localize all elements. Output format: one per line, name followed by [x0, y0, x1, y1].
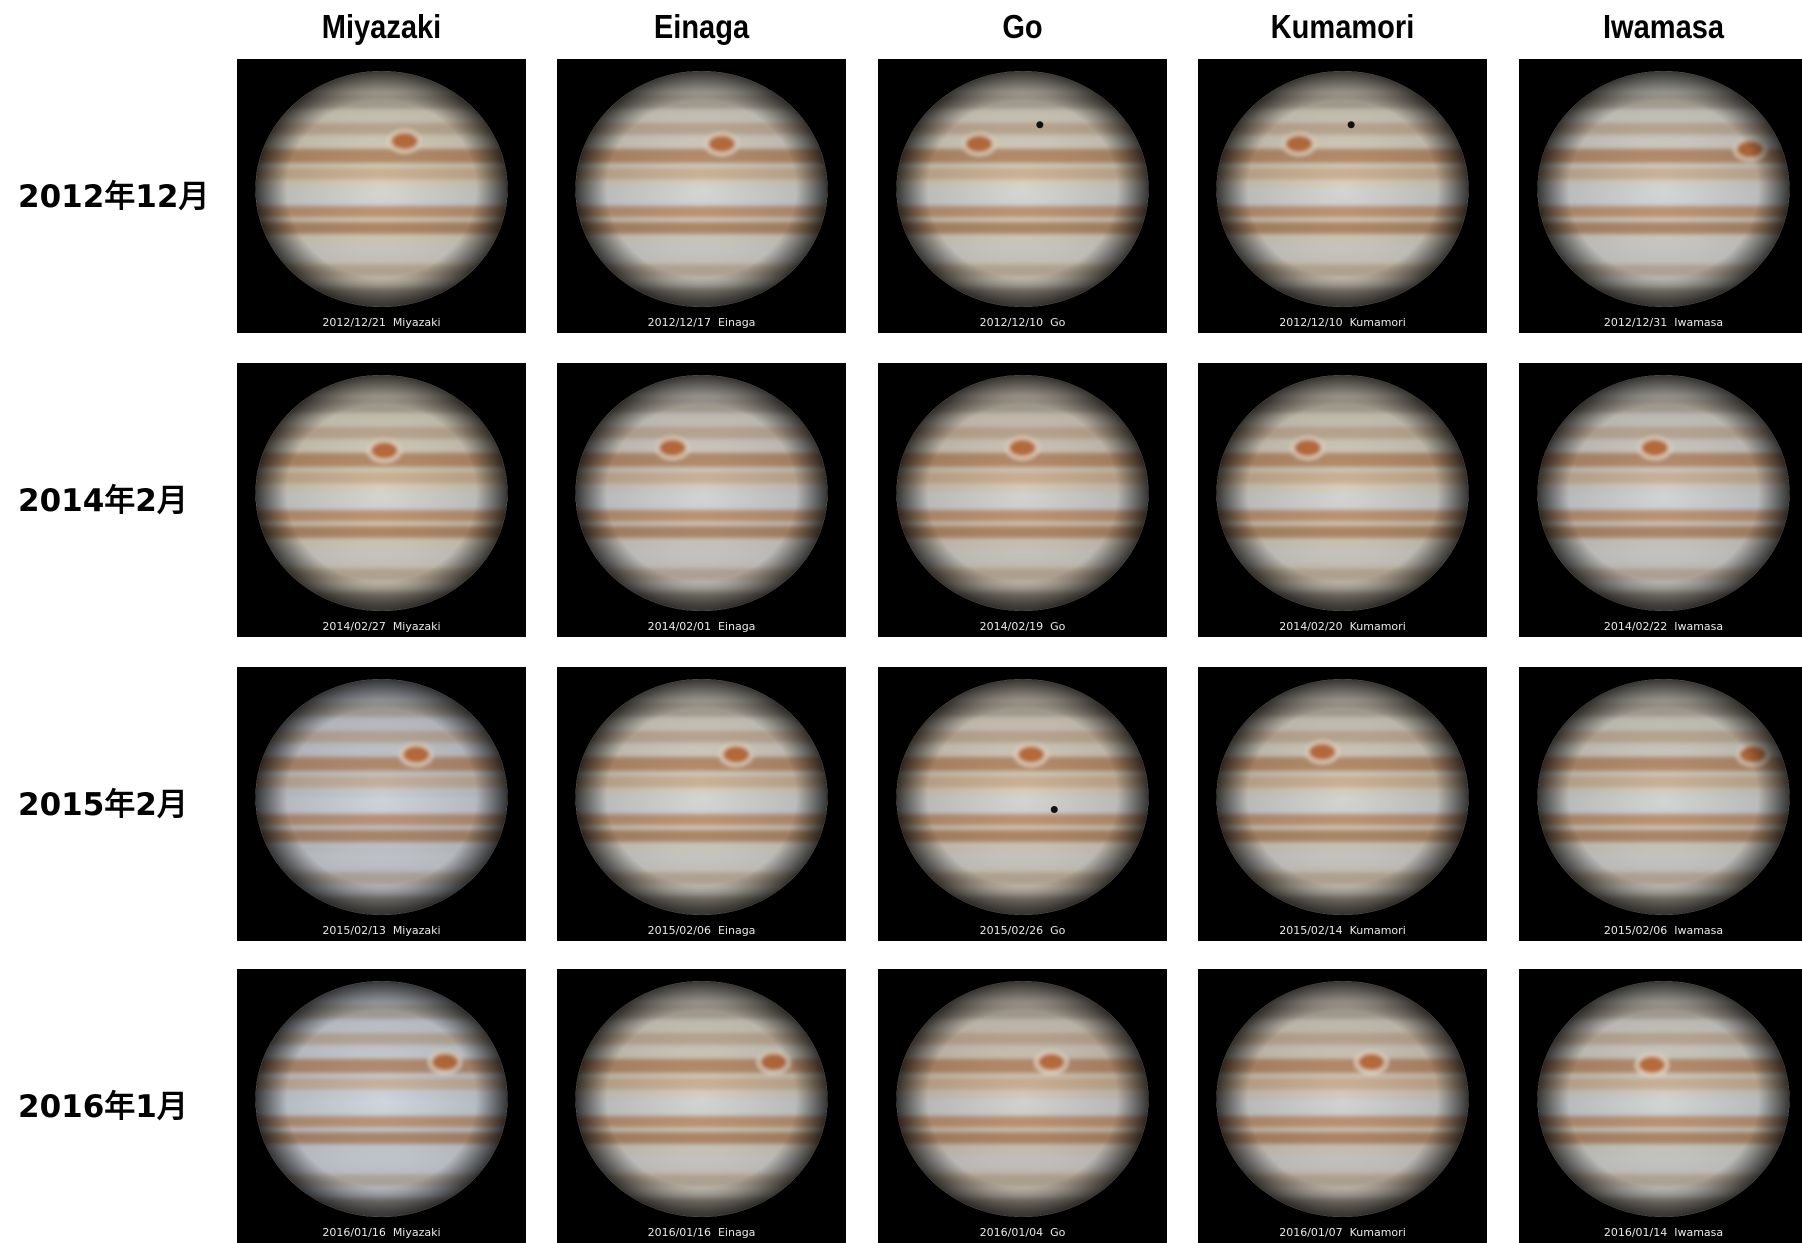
jupiter-image [1216, 71, 1469, 307]
photo-caption: 2016/01/14 Iwamasa [1603, 1226, 1724, 1239]
jupiter-image [1537, 71, 1790, 307]
jupiter-photo-tile: 2015/02/13 Miyazaki [237, 667, 526, 941]
column-header-go: Go [1002, 8, 1043, 45]
jupiter-image [1216, 679, 1469, 915]
jupiter-photo-tile: 2014/02/22 Iwamasa [1519, 363, 1802, 637]
jupiter-photo-tile: 2016/01/07 Kumamori [1198, 969, 1487, 1243]
jupiter-image [1537, 679, 1790, 915]
row-header-period: 2016年1月 [18, 1088, 188, 1125]
row-header-period: 2015年2月 [18, 786, 188, 823]
jupiter-photo-tile: 2016/01/16 Einaga [557, 969, 846, 1243]
photo-caption: 2015/02/06 Einaga [647, 924, 756, 937]
moon-shadow [1036, 121, 1044, 129]
jupiter-image [1537, 375, 1790, 611]
jupiter-photo-tile: 2016/01/16 Miyazaki [237, 969, 526, 1243]
photo-caption: 2014/02/20 Kumamori [1279, 620, 1406, 633]
jupiter-image [896, 71, 1149, 307]
moon-shadow [1050, 805, 1058, 813]
photo-caption: 2015/02/26 Go [979, 924, 1066, 937]
photo-caption: 2016/01/16 Einaga [647, 1226, 756, 1239]
column-header-iwamasa: Iwamasa [1602, 8, 1725, 45]
jupiter-image [255, 981, 508, 1217]
photo-caption: 2015/02/06 Iwamasa [1603, 924, 1724, 937]
photo-caption: 2012/12/17 Einaga [647, 316, 756, 329]
row-header-period: 2012年12月 [18, 178, 210, 215]
jupiter-image [575, 375, 828, 611]
jupiter-image [255, 375, 508, 611]
jupiter-photo-tile: 2015/02/14 Kumamori [1198, 667, 1487, 941]
jupiter-photo-tile: 2012/12/10 Kumamori [1198, 59, 1487, 333]
photo-caption: 2014/02/01 Einaga [647, 620, 756, 633]
photo-caption: 2012/12/10 Kumamori [1279, 316, 1406, 329]
jupiter-photo-tile: 2012/12/31 Iwamasa [1519, 59, 1802, 333]
moon-shadow [1347, 121, 1355, 129]
jupiter-image [255, 679, 508, 915]
column-header-kumamori: Kumamori [1270, 8, 1415, 45]
jupiter-photo-tile: 2016/01/04 Go [878, 969, 1167, 1243]
jupiter-image [575, 981, 828, 1217]
jupiter-photo-tile: 2014/02/27 Miyazaki [237, 363, 526, 637]
column-header-einaga: Einaga [653, 8, 750, 45]
jupiter-photo-tile: 2015/02/06 Einaga [557, 667, 846, 941]
jupiter-image [896, 375, 1149, 611]
photo-caption: 2015/02/13 Miyazaki [322, 924, 441, 937]
jupiter-photo-tile: 2014/02/01 Einaga [557, 363, 846, 637]
jupiter-photo-tile: 2015/02/26 Go [878, 667, 1167, 941]
photo-caption: 2016/01/16 Miyazaki [322, 1226, 441, 1239]
jupiter-photo-tile: 2012/12/17 Einaga [557, 59, 846, 333]
jupiter-image [1216, 981, 1469, 1217]
jupiter-image [575, 71, 828, 307]
photo-caption: 2014/02/19 Go [979, 620, 1066, 633]
jupiter-photo-tile: 2014/02/19 Go [878, 363, 1167, 637]
photo-caption: 2012/12/10 Go [979, 316, 1066, 329]
jupiter-photo-tile: 2012/12/21 Miyazaki [237, 59, 526, 333]
jupiter-image [896, 981, 1149, 1217]
photo-caption: 2012/12/31 Iwamasa [1603, 316, 1724, 329]
jupiter-image [575, 679, 828, 915]
photo-caption: 2014/02/27 Miyazaki [322, 620, 441, 633]
jupiter-photo-tile: 2016/01/14 Iwamasa [1519, 969, 1802, 1243]
column-header-miyazaki: Miyazaki [321, 8, 442, 45]
jupiter-photo-tile: 2012/12/10 Go [878, 59, 1167, 333]
row-header-period: 2014年2月 [18, 482, 188, 519]
photo-caption: 2012/12/21 Miyazaki [322, 316, 441, 329]
jupiter-photo-tile: 2015/02/06 Iwamasa [1519, 667, 1802, 941]
jupiter-image [1216, 375, 1469, 611]
photo-caption: 2016/01/07 Kumamori [1279, 1226, 1406, 1239]
photo-caption: 2014/02/22 Iwamasa [1603, 620, 1724, 633]
photo-caption: 2016/01/04 Go [979, 1226, 1066, 1239]
jupiter-image [896, 679, 1149, 915]
jupiter-photo-tile: 2014/02/20 Kumamori [1198, 363, 1487, 637]
photo-caption: 2015/02/14 Kumamori [1279, 924, 1406, 937]
jupiter-image [1537, 981, 1790, 1217]
jupiter-image [255, 71, 508, 307]
